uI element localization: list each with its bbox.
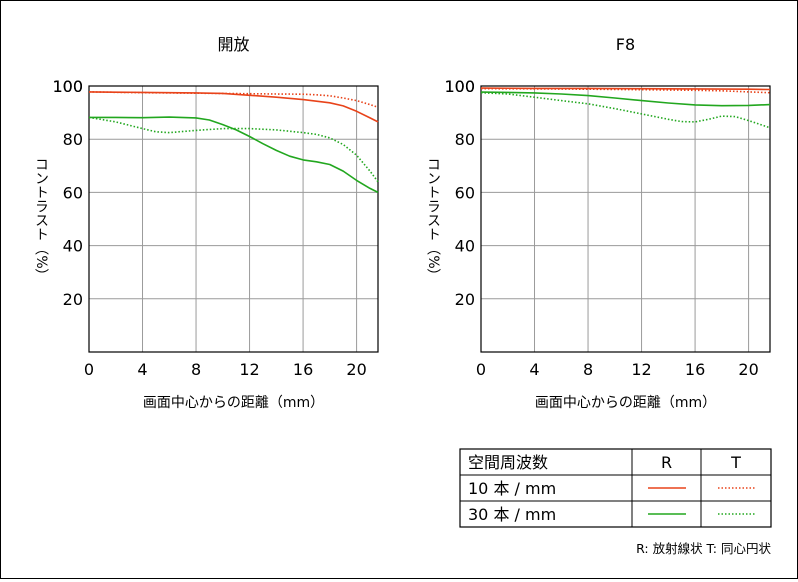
legend-row-30-label: 30 本 / mm [468, 505, 556, 524]
x-axis-label: 画面中心からの距離（mm） [143, 394, 324, 411]
y-tick-label: 40 [63, 237, 83, 256]
x-tick-label: 16 [685, 360, 705, 379]
chart-title: F8 [616, 35, 635, 54]
x-tick-label: 4 [529, 360, 539, 379]
x-tick-label: 8 [191, 360, 201, 379]
y-tick-label: 20 [63, 290, 83, 309]
plot-border [480, 85, 771, 353]
series-line-30R [480, 91, 771, 107]
x-tick-label: 0 [84, 360, 94, 379]
x-tick-label: 0 [476, 360, 486, 379]
y-tick-label: 80 [63, 130, 83, 149]
y-tick-label: 20 [455, 290, 475, 309]
y-axis-label: コントラスト（%） [33, 157, 49, 282]
x-axis-label: 画面中心からの距離（mm） [535, 394, 716, 411]
legend-note: R: 放射線状 T: 同心円状 [636, 541, 771, 556]
x-tick-label: 20 [738, 360, 758, 379]
series-line-30R [89, 116, 379, 194]
y-tick-label: 80 [455, 130, 475, 149]
x-tick-label: 20 [346, 360, 366, 379]
x-tick-label: 4 [137, 360, 147, 379]
y-tick-label: 40 [455, 237, 475, 256]
series-line-10T [88, 91, 379, 109]
x-tick-label: 16 [293, 360, 313, 379]
legend-border [459, 448, 772, 528]
chart-panel-0: 0 4 8 12 16 2020406080100100開放画面中心からの距離（mm）コン… [33, 35, 379, 411]
series-line-30T [88, 116, 379, 183]
chart-title: 開放 [217, 35, 249, 54]
legend-table: 空間周波数 R T 10 本 / mm 30 本 / mm [459, 448, 772, 528]
y-tick-label: 100 [444, 77, 475, 96]
y-tick-label: 100 [52, 77, 83, 96]
x-tick-label: 8 [583, 360, 593, 379]
y-axis-label: コントラスト（%） [425, 157, 441, 282]
legend-header-t: T [730, 453, 741, 472]
series-line-10T [480, 87, 771, 94]
legend-header-frequency: 空間周波数 [468, 453, 548, 472]
chart-panel-1: 0 4 8 12 16 2020406080100100F8画面中心からの距離（mm）コン… [425, 35, 771, 411]
y-tick-label: 60 [63, 183, 83, 202]
y-tick-label: 100 [52, 77, 83, 96]
x-tick-label: 12 [631, 360, 651, 379]
y-tick-label: 100 [444, 77, 475, 96]
legend-row-10-label: 10 本 / mm [468, 479, 556, 498]
legend-header-r: R [661, 453, 672, 472]
y-tick-label: 60 [455, 183, 475, 202]
series-line-30T [480, 91, 771, 129]
x-tick-label: 12 [239, 360, 259, 379]
plot-border [88, 85, 379, 353]
